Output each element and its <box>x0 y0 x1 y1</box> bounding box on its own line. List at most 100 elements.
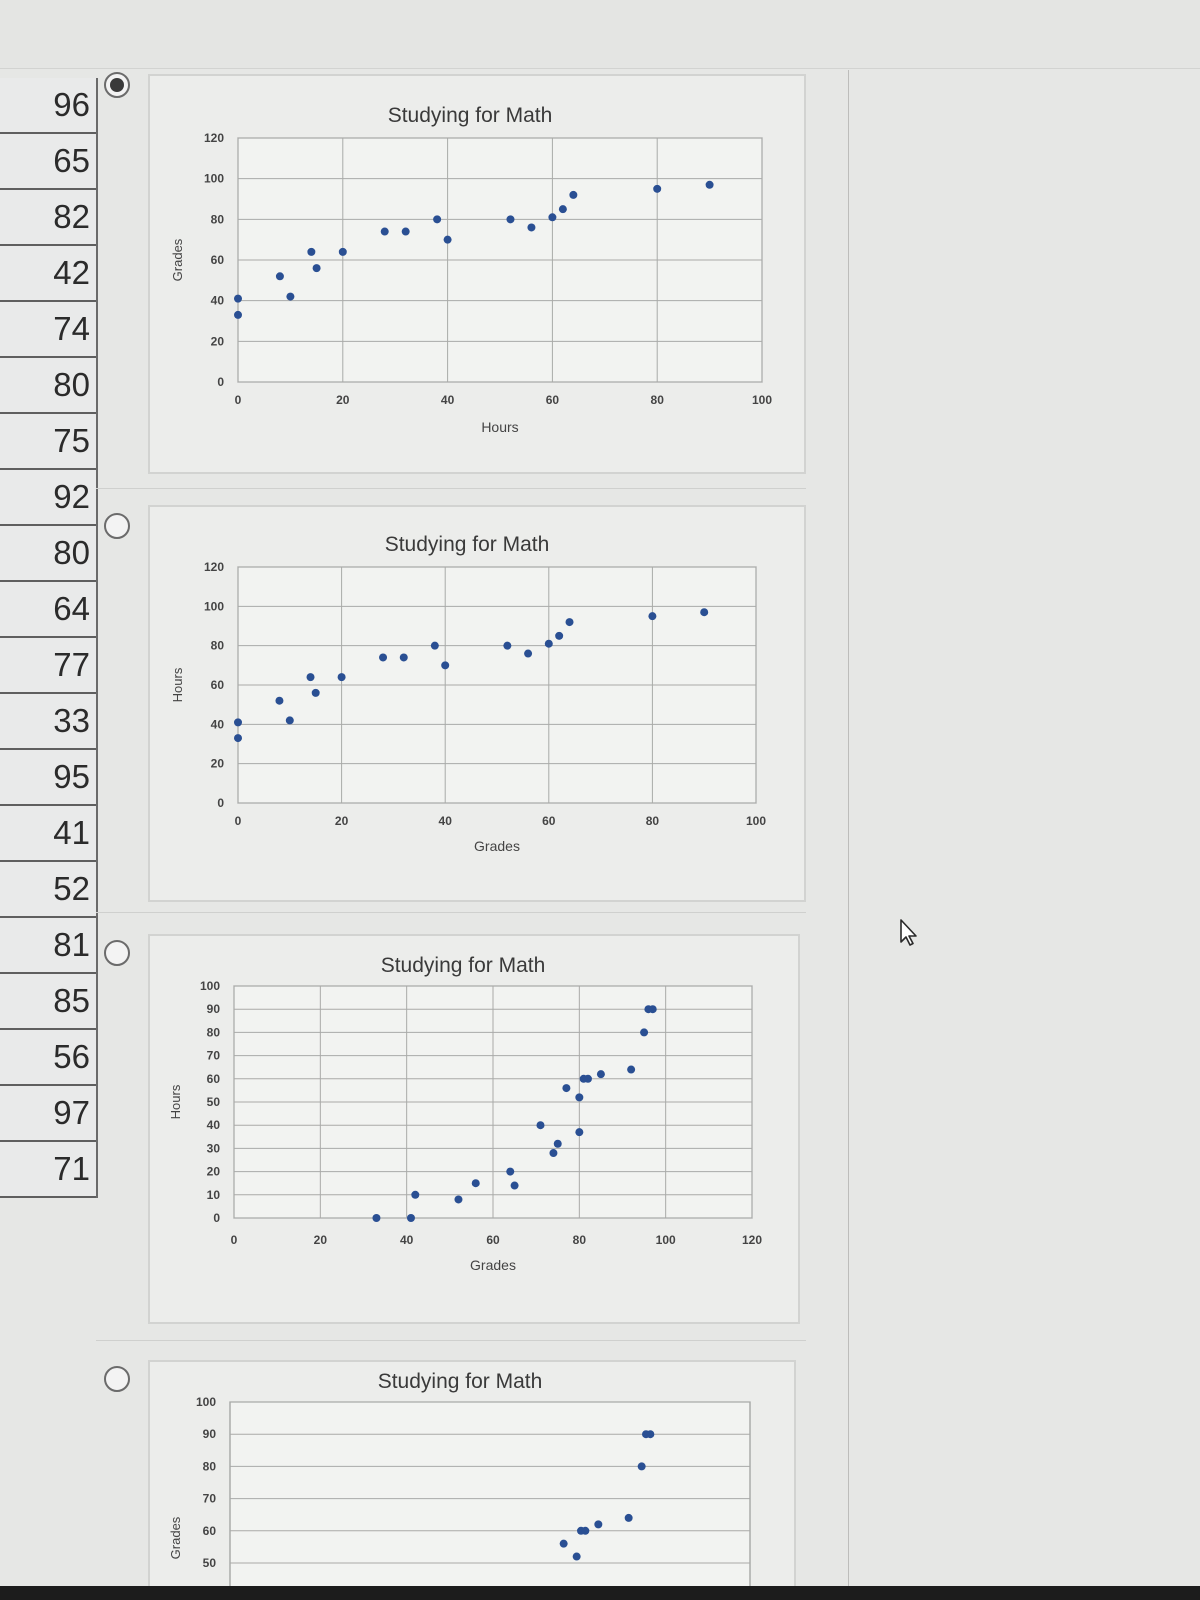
y-tick-label: 100 <box>196 1395 216 1409</box>
data-point <box>581 1526 590 1535</box>
top-bar <box>0 0 1200 69</box>
data-point <box>705 180 714 189</box>
bottom-bar <box>0 1586 1200 1600</box>
data-point <box>653 184 662 193</box>
y-tick-label: 90 <box>207 1002 221 1016</box>
x-tick-label: 0 <box>235 814 242 828</box>
data-point <box>401 227 410 236</box>
data-point <box>569 190 578 199</box>
data-point <box>234 734 242 743</box>
y-axis-label: Grades <box>168 1516 183 1559</box>
data-point <box>337 673 346 682</box>
y-tick-label: 120 <box>204 131 224 145</box>
chart-panel-option-3[interactable]: 0 10 20 30 40 50 60 70 80 90 100 0 20 40 60 80 100 120 Stu… <box>148 934 800 1324</box>
data-point <box>379 653 388 662</box>
scatter-chart-1: 0 20 40 60 80 100 120 0 20 40 60 80 100 Studying for … <box>170 104 772 435</box>
table-cell: 80 <box>0 358 96 414</box>
scatter-chart-2: 0 20 40 60 80 100 120 0 20 40 60 80 100 Studying for … <box>170 533 766 854</box>
y-axis-label: Grades <box>170 238 185 281</box>
data-point <box>700 608 709 617</box>
y-tick-label: 20 <box>211 334 225 348</box>
table-cell: 96 <box>0 78 96 134</box>
data-point <box>311 688 320 697</box>
y-tick-label: 120 <box>204 560 224 574</box>
data-point <box>648 1005 657 1014</box>
data-point <box>234 718 242 727</box>
option-radio-2[interactable] <box>104 513 130 539</box>
x-tick-label: 100 <box>656 1233 676 1247</box>
data-point <box>559 1539 568 1548</box>
data-point <box>338 247 347 256</box>
x-tick-label: 100 <box>752 393 772 407</box>
y-axis-label: Hours <box>170 667 185 702</box>
y-tick-label: 50 <box>207 1095 221 1109</box>
data-point <box>307 247 316 256</box>
table-cell: 52 <box>0 862 96 918</box>
option-separator <box>96 1340 806 1341</box>
y-tick-label: 0 <box>217 796 224 810</box>
data-point <box>441 661 450 670</box>
table-cell: 95 <box>0 750 96 806</box>
data-point <box>648 612 657 621</box>
y-tick-label: 100 <box>204 599 224 613</box>
data-table: 96 65 82 42 74 80 75 92 80 64 77 33 95 41 52 81 85 56 97 71 <box>0 78 98 1198</box>
x-tick-label: 0 <box>231 1233 238 1247</box>
x-tick-label: 60 <box>486 1233 500 1247</box>
data-point <box>443 235 452 244</box>
table-cell: 75 <box>0 414 96 470</box>
y-tick-label: 40 <box>211 717 225 731</box>
y-tick-label: 60 <box>211 678 225 692</box>
data-point <box>524 649 533 658</box>
table-cell: 33 <box>0 694 96 750</box>
table-cell: 80 <box>0 526 96 582</box>
data-point <box>558 205 567 214</box>
x-tick-label: 20 <box>314 1233 328 1247</box>
table-cell: 85 <box>0 974 96 1030</box>
table-cell: 64 <box>0 582 96 638</box>
chart-panel-option-2[interactable]: 0 20 40 60 80 100 120 0 20 40 60 80 100 Studying for … <box>148 505 806 902</box>
y-tick-label: 80 <box>203 1459 217 1473</box>
data-point <box>583 1074 592 1083</box>
y-tick-label: 60 <box>211 253 225 267</box>
y-tick-label: 60 <box>203 1524 217 1538</box>
data-point <box>430 641 439 650</box>
y-tick-label: 20 <box>207 1165 221 1179</box>
y-tick-label: 40 <box>211 294 225 308</box>
data-point <box>454 1195 463 1204</box>
table-cell: 71 <box>0 1142 96 1198</box>
option-radio-4[interactable] <box>104 1366 130 1392</box>
table-cell: 74 <box>0 302 96 358</box>
table-cell: 81 <box>0 918 96 974</box>
data-point <box>572 1552 581 1561</box>
data-point <box>312 264 321 273</box>
y-tick-label: 30 <box>207 1141 221 1155</box>
data-point <box>627 1065 636 1074</box>
data-point <box>471 1179 480 1188</box>
data-point <box>275 272 284 281</box>
mouse-cursor-icon <box>900 919 917 946</box>
y-tick-label: 100 <box>204 172 224 186</box>
y-axis-label: Hours <box>168 1084 183 1119</box>
y-tick-label: 80 <box>207 1025 221 1039</box>
y-tick-label: 20 <box>211 757 225 771</box>
y-tick-label: 90 <box>203 1427 217 1441</box>
option-radio-3[interactable] <box>104 940 130 966</box>
y-tick-label: 80 <box>211 212 225 226</box>
x-tick-label: 80 <box>646 814 660 828</box>
chart-panel-option-1[interactable]: 0 20 40 60 80 100 120 0 20 40 60 80 100 Studying for … <box>148 74 806 474</box>
data-point <box>506 215 515 224</box>
data-point <box>646 1430 655 1439</box>
data-point <box>399 653 408 662</box>
table-cell: 97 <box>0 1086 96 1142</box>
x-axis-label: Grades <box>474 838 520 854</box>
table-cell: 41 <box>0 806 96 862</box>
table-cell: 42 <box>0 246 96 302</box>
data-point <box>286 292 295 301</box>
data-point <box>637 1462 646 1471</box>
data-point <box>506 1167 515 1176</box>
y-tick-label: 50 <box>203 1556 217 1570</box>
option-radio-1[interactable] <box>104 72 130 98</box>
data-point <box>527 223 536 232</box>
data-point <box>548 213 557 222</box>
